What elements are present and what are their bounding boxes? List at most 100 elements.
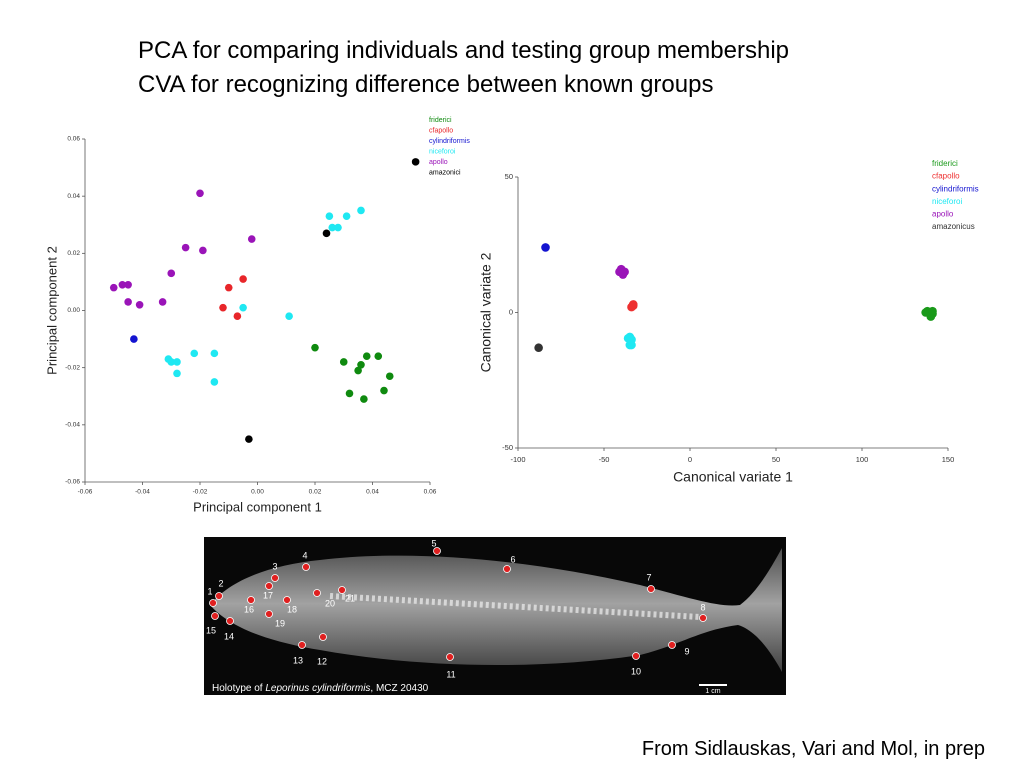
point: [210, 349, 219, 358]
x-tick-label: -0.02: [193, 489, 208, 496]
point: [615, 267, 624, 277]
point: [623, 333, 633, 343]
point: [247, 235, 256, 243]
x-tick-label: 150: [942, 455, 955, 464]
x-tick-label: 100: [856, 455, 869, 464]
point: [628, 301, 638, 311]
fish-silhouette: [210, 548, 782, 672]
legend-label: cfapollo: [429, 127, 453, 134]
point: [357, 361, 365, 369]
point: [534, 343, 543, 353]
point: [541, 243, 550, 252]
title-line: PCA for comparing individuals and testin…: [138, 37, 789, 64]
point: [167, 358, 176, 366]
landmark-dot: [226, 617, 234, 625]
x-tick-label: -100: [510, 455, 525, 464]
landmark-label: 19: [275, 618, 285, 628]
landmark-dot: [302, 563, 310, 571]
y-tick-label: -0.04: [65, 422, 80, 429]
x-tick-label: 0.02: [309, 489, 322, 496]
landmark-dot: [632, 652, 640, 660]
landmark-label: 17: [263, 590, 273, 600]
point: [124, 280, 132, 289]
legend-label: apollo: [429, 159, 448, 166]
landmark-label: 18: [287, 604, 297, 614]
legend-label: amazonicus: [932, 222, 975, 231]
point: [374, 352, 383, 361]
legend-label: amazonici: [429, 169, 461, 176]
point: [130, 335, 138, 343]
spine: [329, 593, 701, 620]
x-tick-label: -0.06: [78, 489, 93, 496]
point: [233, 312, 242, 321]
legend-label: cylindriformis: [429, 138, 470, 145]
point: [339, 358, 348, 366]
legend-label: friderici: [429, 117, 452, 124]
landmark-dot: [647, 585, 655, 593]
scale-label: 1 cm: [705, 688, 720, 695]
point: [360, 395, 368, 403]
point: [210, 378, 219, 386]
point: [357, 206, 365, 215]
y-tick-label: -50: [502, 443, 513, 452]
x-tick-label: 0: [688, 455, 692, 464]
landmark-label: 6: [510, 554, 515, 564]
y-tick-label: 0.06: [67, 136, 80, 143]
point: [224, 283, 233, 292]
x-tick-label: 0.00: [251, 489, 264, 496]
landmark-label: 7: [646, 572, 651, 582]
landmark-label: 12: [317, 656, 327, 666]
landmark-dot: [265, 582, 273, 590]
x-tick-label: 0.06: [424, 489, 437, 496]
point: [199, 246, 207, 255]
y-tick-label: -0.02: [65, 364, 80, 371]
y-tick-label: 0.00: [67, 307, 80, 314]
landmark-dot: [668, 641, 676, 649]
point: [334, 223, 342, 232]
landmark-label: 9: [684, 646, 689, 656]
x-tick-label: 0.04: [366, 489, 379, 496]
point: [158, 298, 167, 306]
landmark-dot: [338, 586, 346, 594]
y-tick-label: 0: [509, 307, 513, 316]
landmark-dot: [699, 614, 707, 622]
landmark-dot: [271, 574, 279, 582]
x-tick-label: -50: [599, 455, 610, 464]
landmark-dot: [313, 589, 321, 597]
legend-label: cylindriformis: [932, 184, 979, 193]
y-tick-label: -0.06: [65, 479, 80, 486]
x-tick-label: 50: [772, 455, 780, 464]
point: [190, 349, 199, 358]
point: [181, 243, 190, 252]
landmark-dot: [283, 596, 291, 604]
y-tick-label: 0.04: [67, 193, 80, 200]
landmark-dot: [319, 633, 327, 641]
landmark-label: 10: [631, 666, 641, 676]
point: [354, 366, 362, 375]
point: [362, 352, 371, 361]
landmark-label: 2: [218, 578, 223, 588]
landmark-label: 8: [700, 602, 705, 612]
point: [173, 369, 181, 378]
y-axis-label: Canonical variate 2: [478, 252, 494, 372]
landmark-label: 4: [302, 550, 307, 560]
point: [219, 303, 227, 312]
image-caption: Holotype of Leporinus cylindriformis, MC…: [212, 683, 429, 694]
landmark-dot: [265, 610, 273, 618]
point: [124, 298, 132, 306]
landmark-dot: [298, 641, 306, 649]
point: [311, 343, 319, 352]
title-line: CVA for recognizing difference between k…: [138, 71, 713, 98]
point: [239, 275, 247, 283]
x-axis-label: Canonical variate 1: [673, 469, 793, 485]
y-axis-label: Principal component 2: [44, 246, 59, 375]
legend-label: apollo: [932, 210, 954, 219]
point: [118, 280, 127, 289]
caption-part: , MCZ 20430: [370, 683, 428, 694]
point: [342, 212, 351, 220]
xray-image: Holotype of Leporinus cylindriformis, MC…: [204, 537, 786, 695]
landmark-label: 3: [272, 561, 277, 571]
point: [196, 189, 204, 198]
